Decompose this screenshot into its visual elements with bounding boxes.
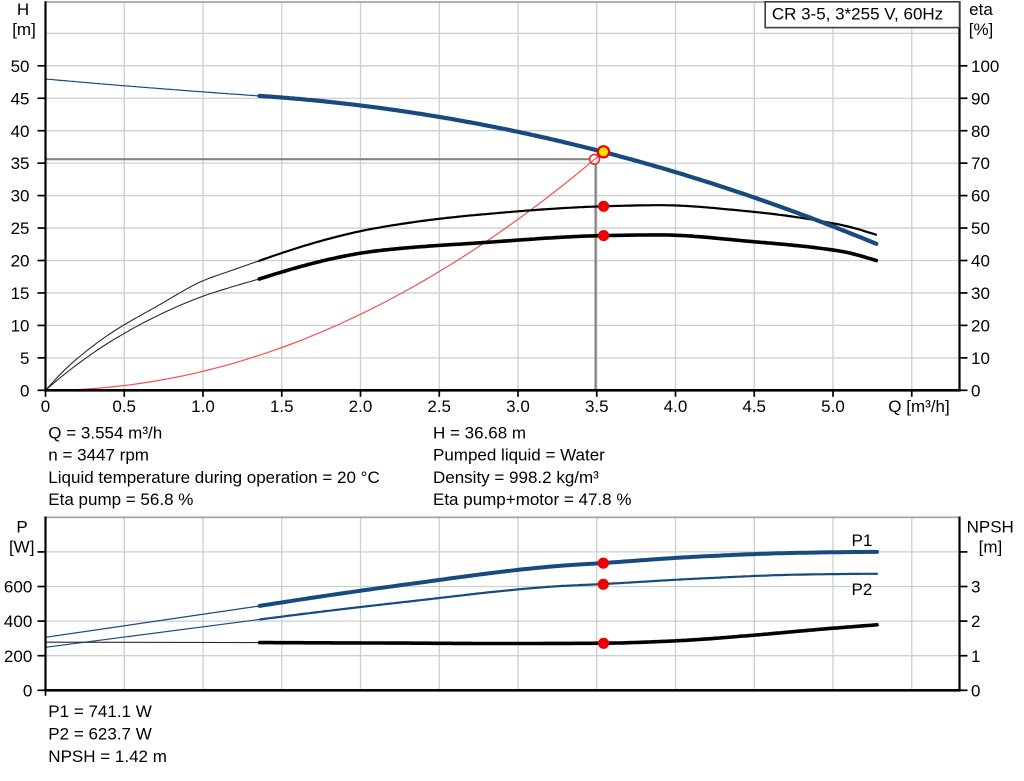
svg-text:Liquid temperature during oper: Liquid temperature during operation = 20… [48, 468, 379, 487]
svg-text:80: 80 [971, 122, 990, 141]
svg-text:[W]: [W] [9, 537, 35, 556]
svg-text:1.0: 1.0 [191, 397, 215, 416]
svg-text:3: 3 [971, 578, 980, 597]
svg-text:Eta pump+motor = 47.8 %: Eta pump+motor = 47.8 % [433, 490, 631, 509]
svg-text:4.0: 4.0 [664, 397, 688, 416]
svg-text:50: 50 [971, 219, 990, 238]
svg-text:90: 90 [971, 89, 990, 108]
svg-text:20: 20 [11, 252, 30, 271]
svg-text:P1 = 741.1 W: P1 = 741.1 W [48, 702, 151, 721]
svg-text:H: H [17, 0, 29, 19]
svg-text:[m]: [m] [979, 537, 1003, 556]
svg-text:30: 30 [11, 187, 30, 206]
svg-text:10: 10 [971, 349, 990, 368]
svg-text:NPSH = 1.42 m: NPSH = 1.42 m [48, 747, 167, 766]
svg-text:50: 50 [11, 57, 30, 76]
svg-text:5.0: 5.0 [821, 397, 845, 416]
svg-text:0: 0 [41, 397, 50, 416]
svg-text:400: 400 [4, 612, 32, 631]
svg-text:100: 100 [971, 57, 999, 76]
svg-text:40: 40 [971, 252, 990, 271]
svg-text:30: 30 [971, 284, 990, 303]
svg-text:H = 36.68 m: H = 36.68 m [433, 423, 526, 442]
svg-text:2.0: 2.0 [349, 397, 373, 416]
svg-text:Pumped liquid = Water: Pumped liquid = Water [433, 446, 605, 465]
svg-text:1.5: 1.5 [270, 397, 294, 416]
svg-text:35: 35 [11, 154, 30, 173]
svg-text:2.5: 2.5 [427, 397, 451, 416]
svg-text:P2 = 623.7 W: P2 = 623.7 W [48, 725, 151, 744]
svg-text:600: 600 [4, 578, 32, 597]
svg-text:Q [m³/h]: Q [m³/h] [888, 397, 949, 416]
svg-text:Eta pump = 56.8 %: Eta pump = 56.8 % [48, 490, 193, 509]
svg-text:[%]: [%] [969, 20, 994, 39]
svg-text:eta: eta [969, 0, 993, 19]
svg-text:200: 200 [4, 647, 32, 666]
svg-text:3.5: 3.5 [585, 397, 609, 416]
svg-text:0: 0 [971, 681, 980, 700]
svg-text:0: 0 [20, 381, 29, 400]
svg-text:40: 40 [11, 122, 30, 141]
svg-text:0.5: 0.5 [112, 397, 136, 416]
svg-text:[m]: [m] [12, 20, 36, 39]
svg-text:5: 5 [20, 349, 29, 368]
svg-text:10: 10 [11, 317, 30, 336]
svg-text:3.0: 3.0 [506, 397, 530, 416]
svg-text:25: 25 [11, 219, 30, 238]
svg-text:P1: P1 [852, 531, 873, 550]
svg-text:0: 0 [971, 381, 980, 400]
svg-text:0: 0 [23, 681, 32, 700]
svg-text:4.5: 4.5 [742, 397, 766, 416]
svg-text:Q = 3.554 m³/h: Q = 3.554 m³/h [48, 423, 162, 442]
svg-text:45: 45 [11, 89, 30, 108]
svg-text:1: 1 [971, 647, 980, 666]
svg-text:60: 60 [971, 187, 990, 206]
svg-text:2: 2 [971, 612, 980, 631]
svg-text:Density = 998.2 kg/m³: Density = 998.2 kg/m³ [433, 468, 599, 487]
svg-text:15: 15 [11, 284, 30, 303]
svg-text:70: 70 [971, 154, 990, 173]
svg-text:P2: P2 [852, 580, 873, 599]
svg-text:20: 20 [971, 317, 990, 336]
svg-text:n = 3447 rpm: n = 3447 rpm [48, 446, 149, 465]
svg-text:NPSH: NPSH [967, 518, 1014, 537]
svg-text:CR 3-5, 3*255 V, 60Hz: CR 3-5, 3*255 V, 60Hz [772, 4, 943, 23]
svg-text:P: P [16, 518, 27, 537]
